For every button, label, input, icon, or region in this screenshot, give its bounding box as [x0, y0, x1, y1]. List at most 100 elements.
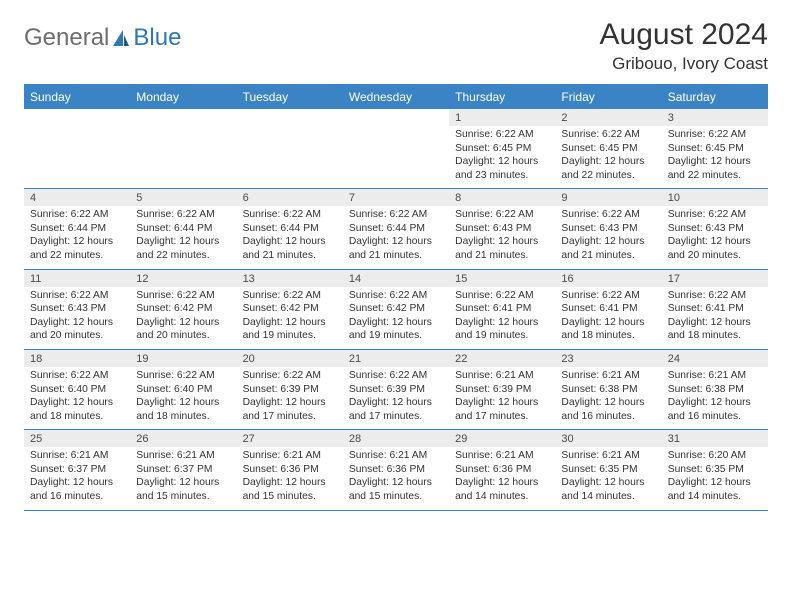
sunset-text: Sunset: 6:43 PM	[30, 302, 124, 316]
calendar: Sunday Monday Tuesday Wednesday Thursday…	[24, 84, 768, 511]
logo-word-general: General	[24, 26, 109, 50]
daynum-cell: 13	[237, 270, 343, 287]
sunrise-text: Sunrise: 6:22 AM	[30, 208, 124, 222]
daylight-text-2: and 19 minutes.	[349, 329, 443, 343]
daylight-text-2: and 19 minutes.	[455, 329, 549, 343]
sunrise-text: Sunrise: 6:22 AM	[243, 208, 337, 222]
daynum-cell: 1	[449, 109, 555, 126]
sunset-text: Sunset: 6:41 PM	[455, 302, 549, 316]
daylight-text-1: Daylight: 12 hours	[668, 396, 762, 410]
day-cell: Sunrise: 6:22 AMSunset: 6:40 PMDaylight:…	[130, 367, 236, 429]
daylight-text-1: Daylight: 12 hours	[455, 235, 549, 249]
logo-word-blue: Blue	[133, 26, 181, 50]
day-cell: Sunrise: 6:21 AMSunset: 6:36 PMDaylight:…	[237, 447, 343, 509]
daylight-text-2: and 22 minutes.	[561, 169, 655, 183]
sunset-text: Sunset: 6:42 PM	[349, 302, 443, 316]
sunset-text: Sunset: 6:38 PM	[668, 383, 762, 397]
daynum-row: 45678910	[24, 189, 768, 206]
sail-icon	[111, 28, 131, 48]
sunset-text: Sunset: 6:40 PM	[30, 383, 124, 397]
sunset-text: Sunset: 6:38 PM	[561, 383, 655, 397]
daylight-text-2: and 19 minutes.	[243, 329, 337, 343]
day-cell: Sunrise: 6:21 AMSunset: 6:36 PMDaylight:…	[449, 447, 555, 509]
sunset-text: Sunset: 6:43 PM	[668, 222, 762, 236]
sunset-text: Sunset: 6:45 PM	[668, 142, 762, 156]
daynum-cell: 8	[449, 189, 555, 206]
daynum-cell: 19	[130, 350, 236, 367]
sunset-text: Sunset: 6:42 PM	[136, 302, 230, 316]
sunrise-text: Sunrise: 6:21 AM	[455, 449, 549, 463]
daylight-text-2: and 17 minutes.	[349, 410, 443, 424]
day-cell: Sunrise: 6:22 AMSunset: 6:41 PMDaylight:…	[662, 287, 768, 349]
daylight-text-1: Daylight: 12 hours	[561, 316, 655, 330]
daylight-text-2: and 15 minutes.	[136, 490, 230, 504]
daynum-cell: 12	[130, 270, 236, 287]
day-cell: Sunrise: 6:22 AMSunset: 6:45 PMDaylight:…	[662, 126, 768, 188]
day-cell: Sunrise: 6:22 AMSunset: 6:43 PMDaylight:…	[24, 287, 130, 349]
daynum-cell: 26	[130, 430, 236, 447]
daynum-cell: 21	[343, 350, 449, 367]
daylight-text-2: and 16 minutes.	[30, 490, 124, 504]
sunset-text: Sunset: 6:43 PM	[455, 222, 549, 236]
daylight-text-2: and 18 minutes.	[668, 329, 762, 343]
logo: General Blue	[24, 18, 181, 50]
week-body-row: Sunrise: 6:22 AMSunset: 6:40 PM Daylight:…	[24, 367, 768, 429]
daylight-text-1: Daylight: 12 hours	[561, 155, 655, 169]
daynum-cell: 15	[449, 270, 555, 287]
sunrise-text: Sunrise: 6:21 AM	[30, 449, 124, 463]
daylight-text-2: and 14 minutes.	[561, 490, 655, 504]
daynum-cell	[130, 109, 236, 126]
daylight-text-1: Daylight: 12 hours	[349, 476, 443, 490]
day-cell: Sunrise: 6:21 AMSunset: 6:39 PMDaylight:…	[449, 367, 555, 429]
sunset-text: Sunset: 6:39 PM	[349, 383, 443, 397]
sunset-text: Sunset: 6:35 PM	[561, 463, 655, 477]
day-cell	[130, 126, 236, 188]
day-cell: Sunrise: 6:22 AMSunset: 6:44 PMDaylight:…	[24, 206, 130, 268]
daynum-cell: 2	[555, 109, 661, 126]
daynum-cell: 27	[237, 430, 343, 447]
dow-tuesday: Tuesday	[237, 86, 343, 109]
sunset-text: Sunset: 6:36 PM	[243, 463, 337, 477]
sunrise-text: Sunrise: 6:22 AM	[668, 128, 762, 142]
week-body-row: Sunrise: 6:21 AMSunset: 6:37 PMDaylight:…	[24, 447, 768, 509]
day-cell: Sunrise: 6:22 AMSunset: 6:42 PMDaylight:…	[343, 287, 449, 349]
sunrise-text: Sunrise: 6:22 AM	[30, 369, 124, 383]
dow-wednesday: Wednesday	[343, 86, 449, 109]
sunrise-text: Sunrise: 6:20 AM	[668, 449, 762, 463]
sunrise-text: Sunrise: 6:22 AM	[455, 128, 549, 142]
day-cell: Sunrise: 6:22 AMSunset: 6:42 PMDaylight:…	[130, 287, 236, 349]
dow-friday: Friday	[555, 86, 661, 109]
daylight-text-1: Daylight: 12 hours	[561, 476, 655, 490]
sunrise-text: Sunrise: 6:21 AM	[668, 369, 762, 383]
daylight-text-2: and 16 minutes.	[668, 410, 762, 424]
daylight-text-1: Daylight: 12 hours	[668, 476, 762, 490]
daynum-cell: 14	[343, 270, 449, 287]
day-cell: Sunrise: 6:22 AMSunset: 6:43 PMDaylight:…	[662, 206, 768, 268]
day-cell: Sunrise: 6:21 AMSunset: 6:37 PMDaylight:…	[130, 447, 236, 509]
day-cell: Sunrise: 6:22 AMSunset: 6:43 PMDaylight:…	[555, 206, 661, 268]
location: Gribouo, Ivory Coast	[600, 54, 768, 74]
day-cell: Sunrise: 6:22 AMSunset: 6:45 PMDaylight:…	[449, 126, 555, 188]
daylight-text-1: Daylight: 12 hours	[349, 235, 443, 249]
daynum-cell: 7	[343, 189, 449, 206]
sunset-text: Sunset: 6:36 PM	[455, 463, 549, 477]
daylight-text-1: Daylight: 12 hours	[136, 396, 230, 410]
sunrise-text: Sunrise: 6:21 AM	[136, 449, 230, 463]
sunset-text: Sunset: 6:45 PM	[455, 142, 549, 156]
weeks-container: 123Sunrise: 6:22 AMSunset: 6:45 PMDaylig…	[24, 109, 768, 511]
sunset-text: Sunset: 6:42 PM	[243, 302, 337, 316]
day-cell: Sunrise: 6:22 AMSunset: 6:41 PMDaylight:…	[449, 287, 555, 349]
sunset-text: Sunset: 6:45 PM	[561, 142, 655, 156]
day-cell: Sunrise: 6:21 AMSunset: 6:35 PMDaylight:…	[555, 447, 661, 509]
week-body-row: Sunrise: 6:22 AMSunset: 6:43 PMDaylight:…	[24, 287, 768, 349]
daylight-text-2: and 18 minutes.	[136, 410, 230, 424]
daylight-text-2: and 15 minutes.	[243, 490, 337, 504]
sunset-text: Sunset: 6:41 PM	[561, 302, 655, 316]
daynum-cell: 3	[662, 109, 768, 126]
daynum-cell: 23	[555, 350, 661, 367]
days-of-week-row: Sunday Monday Tuesday Wednesday Thursday…	[24, 86, 768, 109]
daylight-text-1: Daylight: 12 hours	[136, 476, 230, 490]
daynum-row: 18192021222324	[24, 350, 768, 367]
day-cell: Sunrise: 6:22 AMSunset: 6:43 PMDaylight:…	[449, 206, 555, 268]
day-cell: Sunrise: 6:22 AMSunset: 6:44 PMDaylight:…	[343, 206, 449, 268]
